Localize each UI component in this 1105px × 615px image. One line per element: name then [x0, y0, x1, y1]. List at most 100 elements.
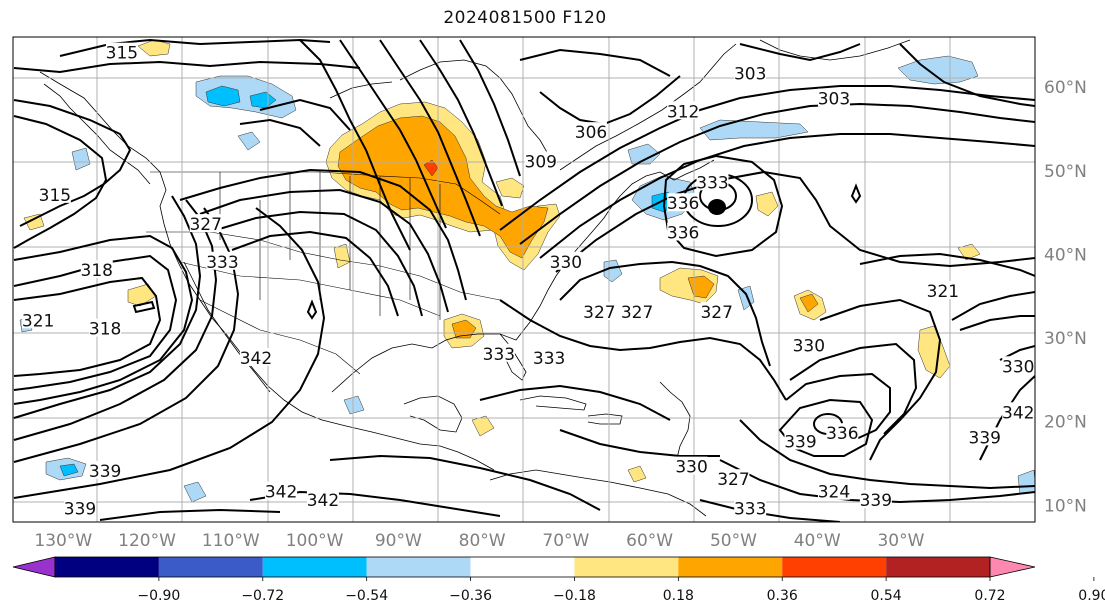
contour-label: 342: [1002, 403, 1034, 423]
contour-label-background: [826, 423, 859, 442]
contour-label: 303: [818, 90, 850, 110]
contour-label-background: [64, 498, 97, 517]
contour-label: 330: [675, 458, 707, 478]
contour-label-background: [667, 101, 700, 120]
contour-label: 342: [240, 349, 272, 369]
colorbar-segment: [55, 557, 159, 577]
longitude-tick-label: 90°W: [375, 531, 422, 551]
contour-label: 342: [265, 483, 297, 503]
contour-label: 327: [621, 303, 653, 323]
contour-label: 333: [533, 349, 565, 369]
contour-label-background: [575, 122, 608, 141]
contour-label-background: [89, 318, 122, 337]
latitude-tick-label: 30°N: [1044, 329, 1087, 349]
colorbar-tick-label: −0.36: [449, 588, 492, 604]
contour-label-background: [524, 151, 557, 170]
contour-label-background: [968, 427, 1001, 446]
latitude-tick-label: 10°N: [1044, 496, 1087, 516]
contour-label-background: [549, 251, 582, 270]
colorbar-segment: [158, 557, 263, 577]
map-title: 2024081500 F120: [443, 8, 607, 28]
contour-label-background: [583, 301, 616, 320]
contour-label: 339: [969, 428, 1001, 448]
contour-label-background: [80, 260, 113, 279]
colorbar-tick-label: −0.90: [137, 588, 180, 604]
colorbar-tick-label: −0.18: [553, 588, 596, 604]
contour-label: 342: [307, 491, 339, 511]
contour-label-background: [265, 481, 298, 500]
latitude-tick-label: 50°N: [1044, 162, 1087, 182]
contour-lines: [13, 38, 1035, 522]
colorbar-lower-extension: [12, 556, 56, 578]
contour-label: 330: [1002, 357, 1034, 377]
contour-label: 309: [525, 152, 557, 172]
colorbar-tick-label: −0.54: [345, 588, 388, 604]
contour-label: 327: [717, 470, 749, 490]
contour-label-background: [1002, 402, 1035, 421]
contour-label: 333: [206, 253, 238, 273]
contour-label: 327: [189, 215, 221, 235]
contour-label: 324: [818, 483, 850, 503]
colorbar-segment: [366, 557, 471, 577]
contour-label-background: [926, 281, 959, 300]
colorbar-segment: [470, 557, 575, 577]
contour-label-background: [89, 460, 122, 479]
orange-anomaly-region: [337, 115, 549, 259]
contour-label-background: [784, 431, 817, 450]
contour-label-background: [859, 490, 892, 509]
colorbar-tick-label: 0.54: [871, 588, 902, 604]
contour-label: 303: [734, 65, 766, 85]
contour-label: 327: [583, 303, 615, 323]
latitude-tick-label: 20°N: [1044, 413, 1087, 433]
contour-label-background: [734, 63, 767, 82]
contour-label-background: [817, 481, 850, 500]
longitude-labels: 130°W 120°W 110°W 100°W 90°W 80°W 70°W 60°W 50°W…: [34, 531, 924, 551]
colorbar-segment: [262, 557, 367, 577]
contour-label: 339: [64, 499, 96, 519]
longitude-tick-label: 130°W: [34, 531, 92, 551]
colorbar-segment: [782, 557, 887, 577]
contour-label-background: [675, 456, 708, 475]
latitude-tick-label: 40°N: [1044, 245, 1087, 265]
contour-label: 321: [927, 282, 959, 302]
latitude-tick-label: 60°N: [1044, 78, 1087, 98]
contour-label-background: [792, 335, 825, 354]
colorbar-segment: [886, 557, 990, 577]
contour-label-background: [206, 251, 239, 270]
contour-label: 336: [826, 424, 858, 444]
longitude-tick-label: 100°W: [286, 531, 344, 551]
longitude-tick-label: 30°W: [877, 531, 924, 551]
contour-label: 327: [700, 303, 732, 323]
contour-label: 312: [667, 102, 699, 122]
contour-label: 333: [483, 345, 515, 365]
contour-label-background: [817, 88, 850, 107]
contour-label-background: [667, 222, 700, 241]
contour-label-background: [189, 214, 222, 233]
colorbar-tick-label: 0.90: [1078, 588, 1105, 604]
contour-label-background: [38, 184, 71, 203]
contour-label: 318: [89, 320, 121, 340]
contour-label: 336: [667, 224, 699, 244]
contour-label-background: [696, 172, 729, 191]
longitude-tick-label: 50°W: [710, 531, 757, 551]
colorbar-frame: [54, 556, 991, 578]
longitude-tick-label: 60°W: [626, 531, 673, 551]
colorbar-tick-label: −0.72: [241, 588, 284, 604]
contour-label: 333: [696, 173, 728, 193]
longitude-tick-label: 40°W: [794, 531, 841, 551]
contour-label-background: [22, 310, 55, 329]
contour-label-background: [239, 347, 272, 366]
small-closed-contours: [132, 183, 862, 320]
contour-label-background: [734, 498, 767, 517]
colorbar-tick-label: 0.72: [974, 588, 1005, 604]
contour-label-background: [533, 347, 566, 366]
colorbar-upper-extension: [989, 556, 1036, 578]
contour-label-background: [717, 469, 750, 488]
contour-label-background: [306, 490, 339, 509]
contour-label: 339: [784, 433, 816, 453]
contour-label-background: [482, 343, 515, 362]
longitude-tick-label: 80°W: [459, 531, 506, 551]
